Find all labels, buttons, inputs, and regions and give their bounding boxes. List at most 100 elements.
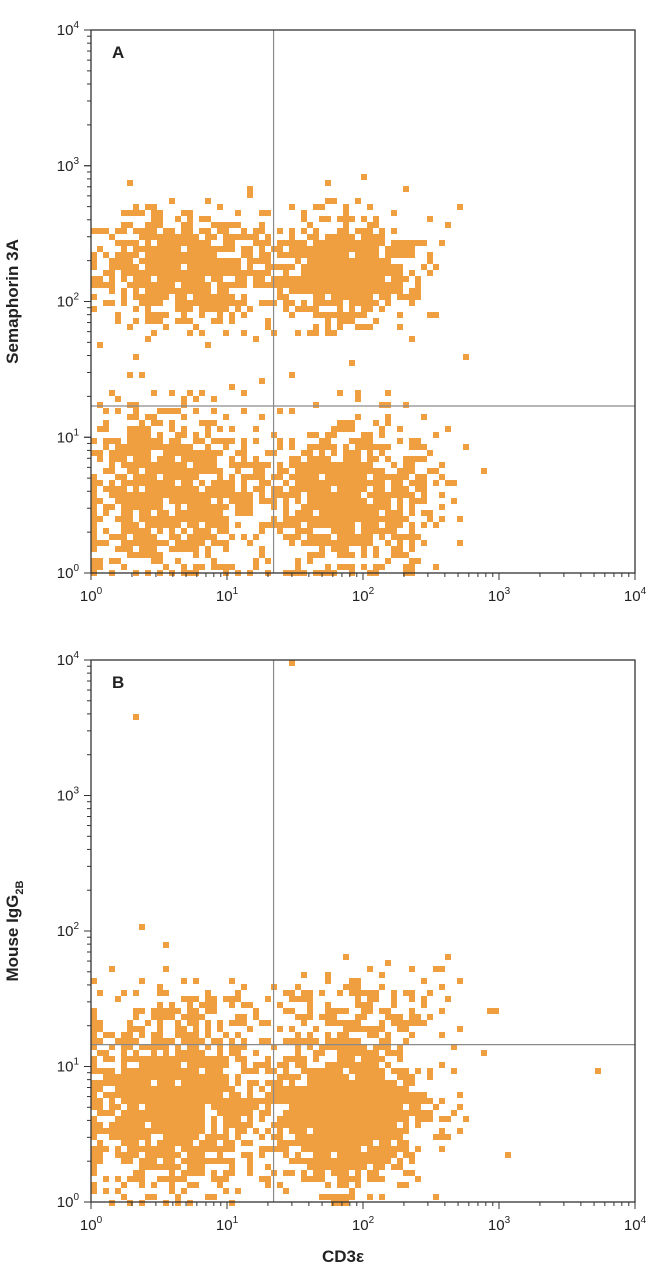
data-point: [169, 1158, 175, 1164]
data-point: [301, 1140, 307, 1146]
data-point: [187, 276, 193, 282]
data-point: [91, 528, 97, 534]
data-point: [325, 258, 331, 264]
data-point: [127, 1152, 133, 1158]
data-point: [181, 240, 187, 246]
data-point: [439, 492, 445, 498]
data-point: [217, 306, 223, 312]
data-point: [217, 510, 223, 516]
data-point: [127, 180, 133, 186]
data-point: [361, 1152, 367, 1158]
data-point: [115, 450, 121, 456]
data-point: [367, 234, 373, 240]
data-point: [121, 1050, 127, 1056]
data-point: [205, 492, 211, 498]
data-point: [361, 468, 367, 474]
data-point: [397, 522, 403, 528]
data-point: [121, 1098, 127, 1104]
data-point: [265, 1068, 271, 1074]
data-point: [295, 468, 301, 474]
data-point: [397, 1026, 403, 1032]
data-point: [91, 564, 97, 570]
data-point: [151, 246, 157, 252]
data-point: [133, 402, 139, 408]
data-point: [151, 1122, 157, 1128]
data-point: [193, 240, 199, 246]
data-point: [409, 1158, 415, 1164]
data-point: [199, 1116, 205, 1122]
data-point: [187, 1158, 193, 1164]
data-point: [253, 558, 259, 564]
data-point: [229, 1116, 235, 1122]
data-point: [355, 486, 361, 492]
data-point: [313, 402, 319, 408]
data-point: [199, 216, 205, 222]
data-point: [361, 252, 367, 258]
data-point: [433, 522, 439, 528]
data-point: [325, 318, 331, 324]
data-point: [265, 480, 271, 486]
data-point: [259, 522, 265, 528]
data-point: [325, 978, 331, 984]
data-point: [307, 492, 313, 498]
data-point: [325, 300, 331, 306]
data-point: [337, 474, 343, 480]
data-point: [343, 1062, 349, 1068]
data-point: [277, 462, 283, 468]
data-point: [337, 528, 343, 534]
data-point: [211, 234, 217, 240]
data-point: [181, 1056, 187, 1062]
data-point: [181, 318, 187, 324]
data-point: [205, 516, 211, 522]
data-point: [343, 1104, 349, 1110]
data-point: [385, 246, 391, 252]
data-point: [289, 516, 295, 522]
data-point: [355, 504, 361, 510]
data-point: [349, 528, 355, 534]
data-point: [241, 480, 247, 486]
data-point: [259, 246, 265, 252]
data-point: [133, 354, 139, 360]
data-point: [175, 1056, 181, 1062]
data-point: [163, 252, 169, 258]
data-point: [259, 300, 265, 306]
data-point: [193, 1098, 199, 1104]
data-point: [175, 1104, 181, 1110]
data-point: [187, 1038, 193, 1044]
data-point: [181, 546, 187, 552]
data-point: [235, 1098, 241, 1104]
data-point: [223, 306, 229, 312]
data-point: [403, 1092, 409, 1098]
data-point: [289, 534, 295, 540]
data-point: [301, 480, 307, 486]
data-point: [427, 1098, 433, 1104]
data-point: [325, 498, 331, 504]
data-point: [283, 990, 289, 996]
data-point: [313, 228, 319, 234]
data-point: [349, 300, 355, 306]
data-point: [151, 558, 157, 564]
data-point: [331, 1092, 337, 1098]
data-point: [205, 342, 211, 348]
data-point: [115, 1152, 121, 1158]
data-point: [307, 252, 313, 258]
data-point: [121, 450, 127, 456]
data-point: [169, 1062, 175, 1068]
data-point: [187, 522, 193, 528]
data-point: [157, 1104, 163, 1110]
data-point: [229, 1170, 235, 1176]
data-point: [373, 510, 379, 516]
data-point: [367, 522, 373, 528]
data-point: [151, 438, 157, 444]
data-point: [403, 456, 409, 462]
data-point: [379, 1086, 385, 1092]
data-point: [277, 492, 283, 498]
data-point: [157, 222, 163, 228]
data-point: [301, 996, 307, 1002]
data-point: [187, 318, 193, 324]
data-point: [415, 438, 421, 444]
data-point: [379, 1008, 385, 1014]
data-point: [205, 258, 211, 264]
data-point: [103, 426, 109, 432]
data-point: [241, 330, 247, 336]
